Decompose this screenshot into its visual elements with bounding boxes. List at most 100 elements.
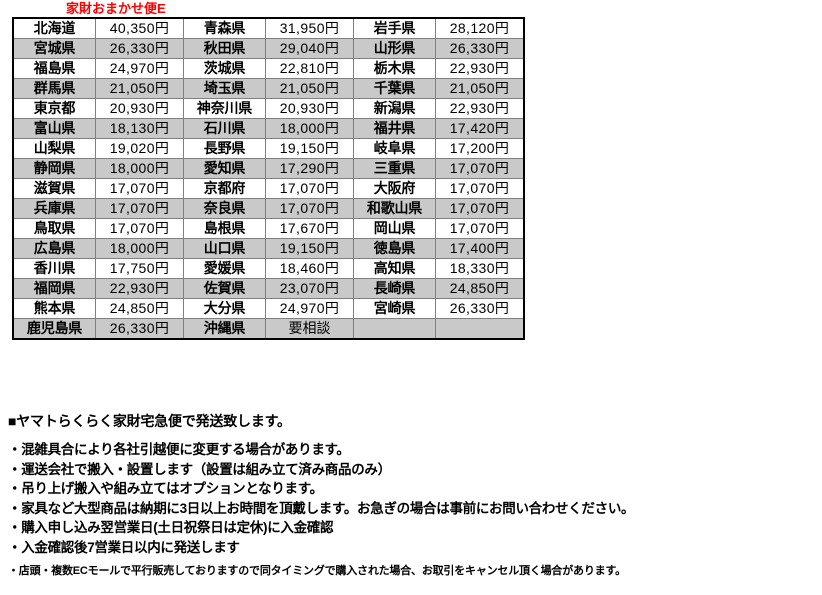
shipping-fee-cell: 17,070円 — [95, 218, 184, 239]
shipping-fee-cell: 20,930円 — [95, 98, 184, 119]
prefecture-name-cell: 北海道 — [12, 17, 96, 39]
shipping-fee-cell: 22,930円 — [95, 278, 184, 299]
note-item: ・購入申し込み翌営業日(土日祝祭日は定休)に入金確認 — [8, 520, 334, 535]
notes-section: ■ヤマトらくらく家財宅急便で発送致します。 ・混雑具合により各社引越便に変更する… — [8, 412, 820, 580]
prefecture-name-cell: 沖縄県 — [183, 318, 266, 340]
prefecture-name-cell: 香川県 — [12, 258, 96, 279]
shipping-fee-cell: 18,000円 — [265, 118, 354, 139]
prefecture-name-cell: 長崎県 — [353, 278, 436, 299]
prefecture-name-cell: 兵庫県 — [12, 198, 96, 219]
table-row: 山梨県 19,020円 長野県 19,150円 岐阜県 17,200円 — [12, 138, 525, 159]
table-row: 東京都 20,930円 神奈川県 20,930円 新潟県 22,930円 — [12, 98, 525, 119]
table-row: 福岡県 22,930円 佐賀県 23,070円 長崎県 24,850円 — [12, 278, 525, 299]
shipping-fee-cell: 24,850円 — [435, 278, 525, 299]
shipping-fee-cell: 18,000円 — [95, 158, 184, 179]
prefecture-name-cell: 青森県 — [183, 17, 266, 39]
prefecture-name-cell: 宮崎県 — [353, 298, 436, 319]
prefecture-name-cell: 岩手県 — [353, 17, 436, 39]
prefecture-name-cell: 高知県 — [353, 258, 436, 279]
shipping-fee-cell: 17,070円 — [435, 158, 525, 179]
prefecture-name-cell: 大分県 — [183, 298, 266, 319]
prefecture-name-cell: 大阪府 — [353, 178, 436, 199]
prefecture-name-cell: 富山県 — [12, 118, 96, 139]
notes-heading: ■ヤマトらくらく家財宅急便で発送致します。 — [8, 413, 291, 429]
shipping-fee-cell: 17,420円 — [435, 118, 525, 139]
shipping-fee-cell: 18,330円 — [435, 258, 525, 279]
prefecture-name-cell: 奈良県 — [183, 198, 266, 219]
table-row: 香川県 17,750円 愛媛県 18,460円 高知県 18,330円 — [12, 258, 525, 279]
prefecture-name-cell: 三重県 — [353, 158, 436, 179]
prefecture-name-cell: 広島県 — [12, 238, 96, 259]
shipping-fee-cell: 17,070円 — [95, 178, 184, 199]
prefecture-name-cell: 愛知県 — [183, 158, 266, 179]
note-item: ・入金確認後7営業日以内に発送します — [8, 539, 240, 555]
prefecture-rate-table: 北海道 40,350円 青森県 31,950円 岩手県 28,120円 宮城県 26,330円… — [12, 17, 525, 340]
prefecture-name-cell: 秋田県 — [183, 38, 266, 59]
prefecture-name-cell: 神奈川県 — [183, 98, 266, 119]
shipping-fee-cell: 17,400円 — [435, 238, 525, 259]
note-item: ・混雑具合により各社引越便に変更する場合があります。 — [8, 442, 350, 457]
table-row: 宮城県 26,330円 秋田県 29,040円 山形県 26,330円 — [12, 38, 525, 59]
shipping-fee-cell: 18,000円 — [95, 238, 184, 259]
table-row: 北海道 40,350円 青森県 31,950円 岩手県 28,120円 — [12, 17, 525, 39]
note-item: ・吊り上げ搬入や組み立てはオプションとなります。 — [8, 481, 323, 496]
prefecture-name-cell: 鳥取県 — [12, 218, 96, 239]
shipping-fee-cell: 17,070円 — [265, 178, 354, 199]
shipping-fee-cell: 22,930円 — [435, 58, 525, 79]
prefecture-name-cell: 山形県 — [353, 38, 436, 59]
shipping-fee-cell: 29,040円 — [265, 38, 354, 59]
prefecture-name-cell — [353, 318, 436, 340]
prefecture-name-cell: 茨城県 — [183, 58, 266, 79]
prefecture-name-cell: 栃木県 — [353, 58, 436, 79]
rate-table-body: 北海道 40,350円 青森県 31,950円 岩手県 28,120円 宮城県 26,330円… — [12, 17, 525, 340]
notes-list: ・混雑具合により各社引越便に変更する場合があります。・運送会社で搬入・設置します… — [8, 440, 820, 557]
shipping-fee-cell: 17,070円 — [435, 198, 525, 219]
shipping-fee-cell: 40,350円 — [95, 17, 184, 39]
shipping-fee-cell: 31,950円 — [265, 17, 354, 39]
prefecture-name-cell: 滋賀県 — [12, 178, 96, 199]
table-row: 鳥取県 17,070円 島根県 17,670円 岡山県 17,070円 — [12, 218, 525, 239]
table-row: 兵庫県 17,070円 奈良県 17,070円 和歌山県 17,070円 — [12, 198, 525, 219]
shipping-fee-cell: 18,130円 — [95, 118, 184, 139]
prefecture-name-cell: 新潟県 — [353, 98, 436, 119]
prefecture-name-cell: 福井県 — [353, 118, 436, 139]
prefecture-name-cell: 長野県 — [183, 138, 266, 159]
shipping-fee-cell: 22,810円 — [265, 58, 354, 79]
prefecture-name-cell: 福岡県 — [12, 278, 96, 299]
shipping-fee-cell: 23,070円 — [265, 278, 354, 299]
prefecture-name-cell: 静岡県 — [12, 158, 96, 179]
shipping-fee-cell: 17,750円 — [95, 258, 184, 279]
shipping-fee-cell: 19,020円 — [95, 138, 184, 159]
prefecture-name-cell: 和歌山県 — [353, 198, 436, 219]
shipping-fee-cell: 18,460円 — [265, 258, 354, 279]
shipping-fee-cell: 21,050円 — [265, 78, 354, 99]
prefecture-name-cell: 愛媛県 — [183, 258, 266, 279]
table-row: 広島県 18,000円 山口県 19,150円 徳島県 17,400円 — [12, 238, 525, 259]
table-row: 滋賀県 17,070円 京都府 17,070円 大阪府 17,070円 — [12, 178, 525, 199]
rate-table-container: 北海道 40,350円 青森県 31,950円 岩手県 28,120円 宮城県 26,330円… — [12, 17, 525, 340]
prefecture-name-cell: 群馬県 — [12, 78, 96, 99]
prefecture-name-cell: 石川県 — [183, 118, 266, 139]
shipping-fee-cell: 要相談 — [265, 318, 354, 340]
prefecture-name-cell: 熊本県 — [12, 298, 96, 319]
page-title: 家財おまかせ便E — [66, 1, 166, 16]
notes-fine-print: ・店頭・複数ECモールで平行販売しておりますので同タイミングで購入された場合、お… — [8, 565, 626, 577]
shipping-fee-cell: 24,970円 — [95, 58, 184, 79]
prefecture-name-cell: 佐賀県 — [183, 278, 266, 299]
shipping-fee-cell: 26,330円 — [95, 38, 184, 59]
table-row: 福島県 24,970円 茨城県 22,810円 栃木県 22,930円 — [12, 58, 525, 79]
shipping-fee-cell: 19,150円 — [265, 138, 354, 159]
prefecture-name-cell: 島根県 — [183, 218, 266, 239]
shipping-fee-cell: 17,070円 — [95, 198, 184, 219]
shipping-fee-cell: 17,070円 — [265, 198, 354, 219]
prefecture-name-cell: 宮城県 — [12, 38, 96, 59]
shipping-fee-cell: 17,070円 — [435, 218, 525, 239]
note-item: ・運送会社で搬入・設置します（設置は組み立て済み商品のみ） — [8, 461, 391, 477]
shipping-fee-cell: 21,050円 — [435, 78, 525, 99]
note-item: ・家具など大型商品は納期に3日以上お時間を頂戴します。お急ぎの場合は事前にお問い… — [8, 500, 635, 516]
prefecture-name-cell: 千葉県 — [353, 78, 436, 99]
shipping-fee-cell: 17,290円 — [265, 158, 354, 179]
table-row: 群馬県 21,050円 埼玉県 21,050円 千葉県 21,050円 — [12, 78, 525, 99]
table-row: 熊本県 24,850円 大分県 24,970円 宮崎県 26,330円 — [12, 298, 525, 319]
